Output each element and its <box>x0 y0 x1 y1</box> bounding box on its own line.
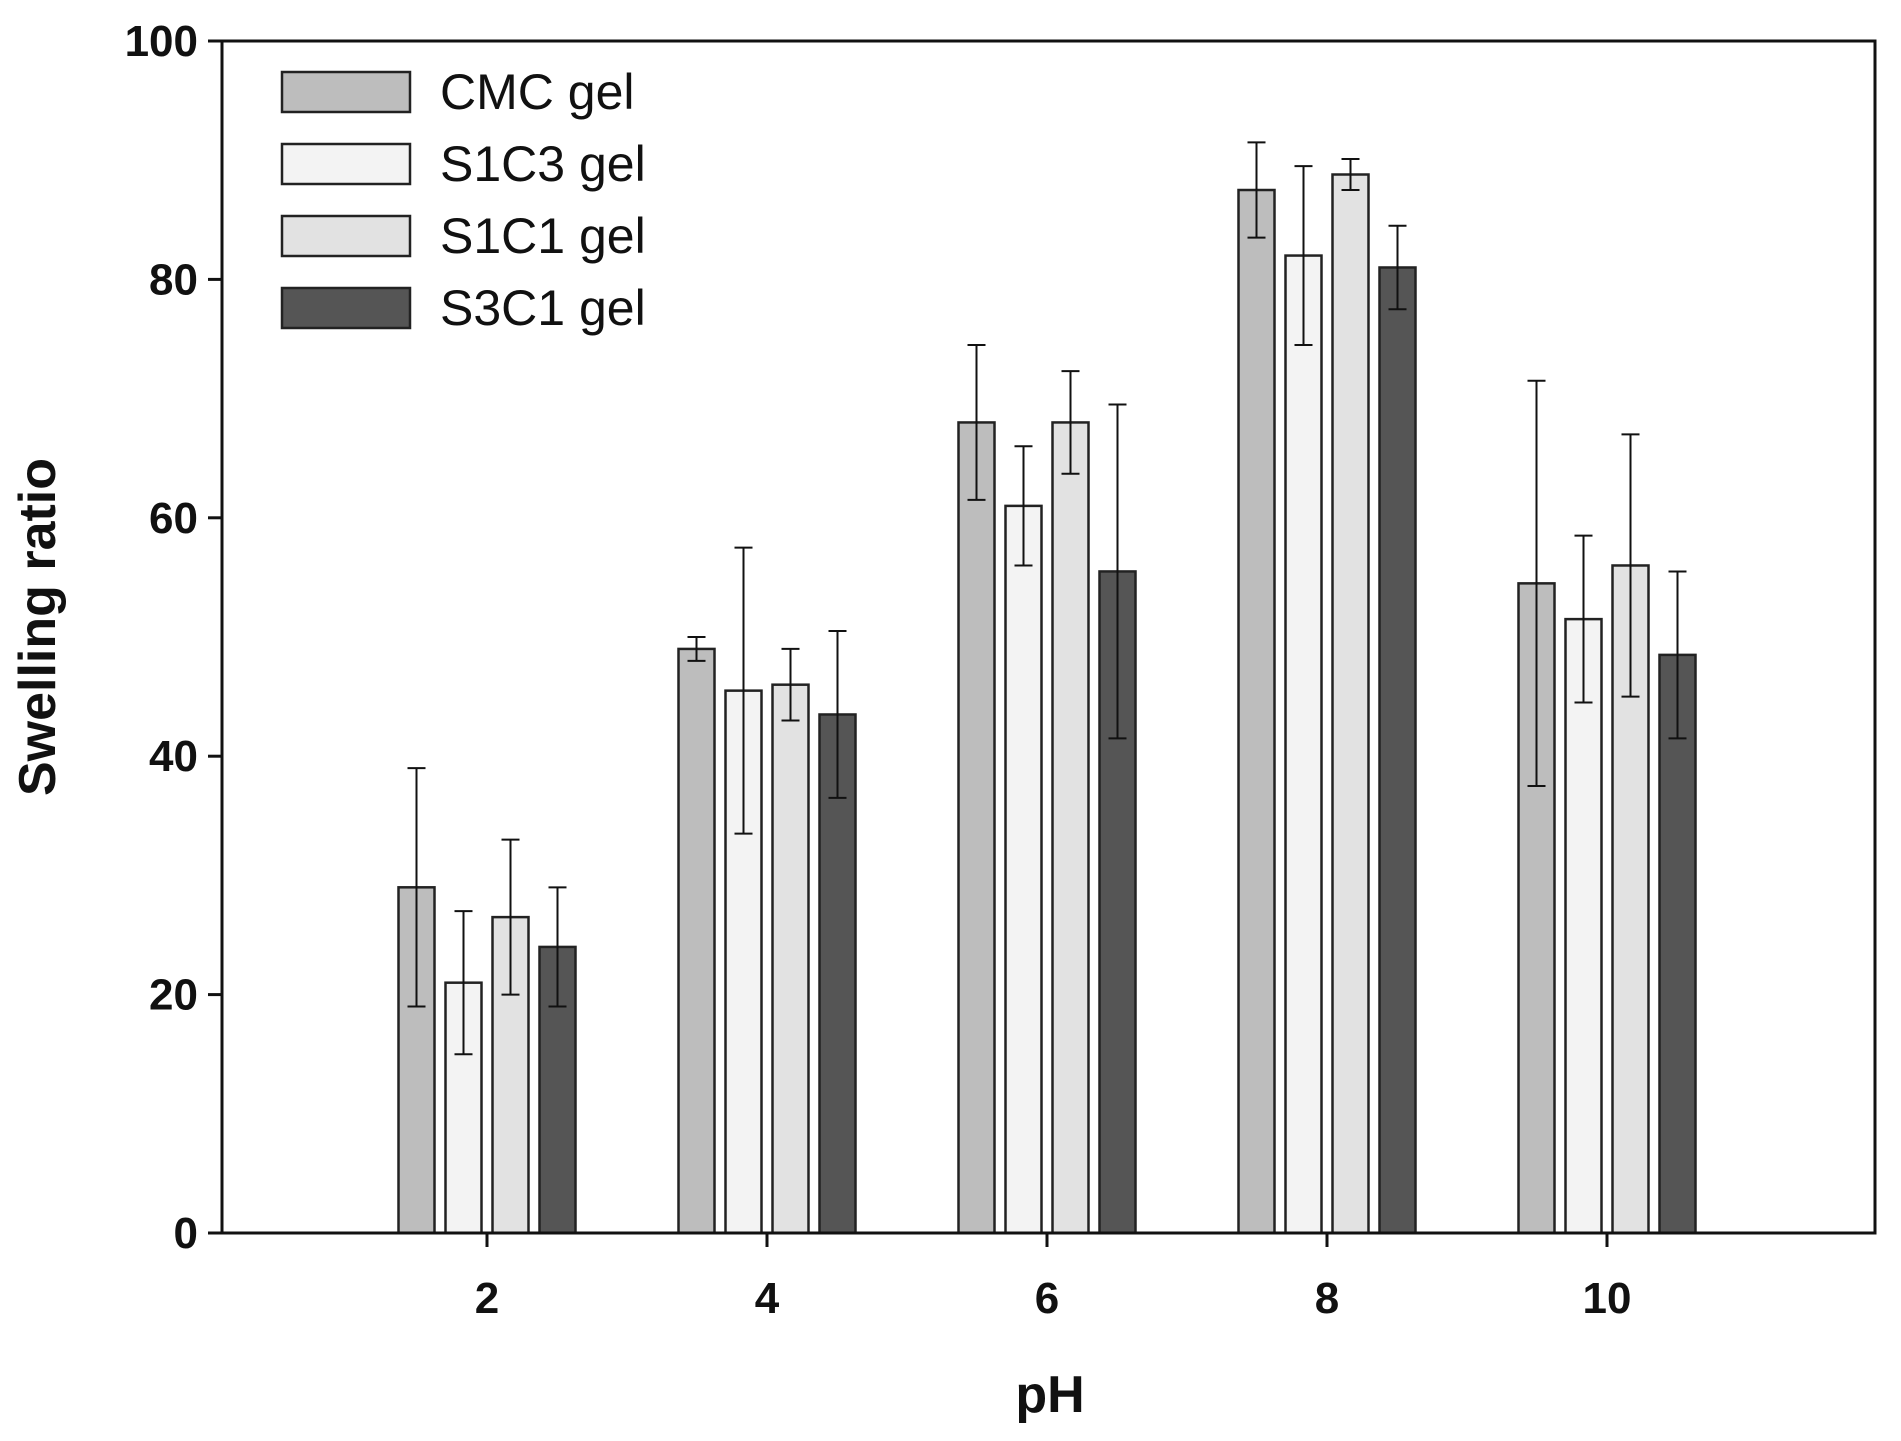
bar-s1c1-gel-ph-8 <box>1331 173 1370 1235</box>
y-tick-label: 80 <box>149 255 198 304</box>
x-tick-label: 6 <box>1035 1274 1059 1323</box>
y-tick-label: 40 <box>149 732 198 781</box>
error-bar <box>501 838 520 996</box>
error-bars-layer <box>407 141 1687 1056</box>
error-bar <box>734 546 753 835</box>
error-bar <box>1388 224 1407 311</box>
y-tick-label: 100 <box>125 17 198 66</box>
y-tick-label: 20 <box>149 971 198 1020</box>
bar-s3c1-gel-ph-4 <box>818 713 857 1235</box>
bar-cmc-gel-ph-6 <box>957 421 996 1235</box>
legend-swatch-s1c3-gel <box>280 142 412 186</box>
legend-label-s3c1-gel: S3C1 gel <box>440 280 646 336</box>
x-axis: 2 4 6 8 10 <box>475 1233 1632 1323</box>
error-bar <box>1341 158 1360 191</box>
bar-cmc-gel-ph-10 <box>1517 582 1556 1235</box>
bar-s1c1-gel-ph-6 <box>1051 421 1090 1235</box>
error-bar <box>781 647 800 722</box>
legend-swatch-s3c1-gel <box>280 286 412 330</box>
bar-s3c1-gel-ph-8 <box>1378 266 1417 1235</box>
y-tick-label: 60 <box>149 494 198 543</box>
error-bar <box>407 767 426 1008</box>
legend: CMC gel S1C3 gel S1C1 gel S3C1 gel <box>280 64 646 336</box>
y-tick-label: 0 <box>174 1209 198 1258</box>
legend-label-s1c1-gel: S1C1 gel <box>440 208 646 264</box>
error-bar <box>1247 141 1266 239</box>
x-tick-label: 4 <box>755 1274 780 1323</box>
y-axis: 0 20 40 60 80 100 <box>125 17 222 1258</box>
error-bar <box>828 630 847 799</box>
error-bar <box>687 636 706 662</box>
error-bar <box>1294 165 1313 346</box>
bar-s3c1-gel-ph-2 <box>538 945 577 1235</box>
x-tick-label: 8 <box>1315 1274 1339 1323</box>
y-axis-title: Swelling ratio <box>9 458 67 796</box>
legend-swatch-cmc-gel <box>280 70 412 114</box>
error-bar <box>1014 445 1033 567</box>
error-bar <box>967 343 986 501</box>
bar-s1c3-gel-ph-8 <box>1284 254 1323 1235</box>
legend-label-cmc-gel: CMC gel <box>440 64 634 120</box>
error-bar <box>1108 403 1127 740</box>
error-bar <box>1621 433 1640 698</box>
bar-cmc-gel-ph-4 <box>677 647 716 1235</box>
error-bar <box>1668 570 1687 740</box>
bar-s1c3-gel-ph-6 <box>1004 504 1043 1235</box>
error-bar <box>1574 534 1593 704</box>
bar-cmc-gel-ph-8 <box>1237 188 1276 1235</box>
error-bar <box>1061 370 1080 475</box>
legend-label-s1c3-gel: S1C3 gel <box>440 136 646 192</box>
bar-s1c1-gel-ph-4 <box>771 683 810 1235</box>
error-bar <box>1527 379 1546 787</box>
x-tick-label: 2 <box>475 1274 499 1323</box>
x-tick-label: 10 <box>1583 1274 1632 1323</box>
error-bar <box>548 886 567 1008</box>
legend-swatch-s1c1-gel <box>280 214 412 258</box>
bar-s3c1-gel-ph-10 <box>1658 653 1697 1235</box>
bar-s1c3-gel-ph-10 <box>1564 617 1603 1235</box>
x-axis-title: pH <box>1015 1366 1084 1424</box>
error-bar <box>454 910 473 1056</box>
